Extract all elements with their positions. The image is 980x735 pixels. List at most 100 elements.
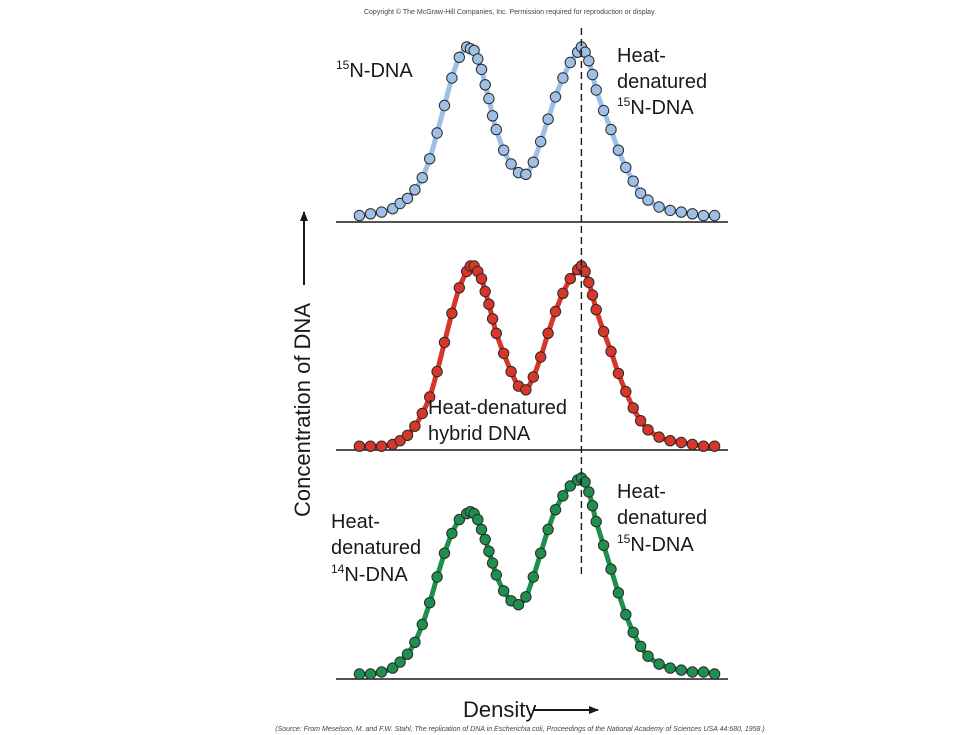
- data-point-middle-20: [486, 313, 499, 325]
- data-point-middle-30: [557, 287, 569, 299]
- label-top-right-isotope: 15N-DNA: [617, 95, 694, 119]
- data-point-top-49: [697, 209, 710, 222]
- data-point-bottom-18: [479, 533, 491, 546]
- data-point-middle-46: [664, 435, 676, 447]
- data-point-top-43: [634, 187, 647, 199]
- data-point-top-29: [549, 91, 562, 103]
- data-point-middle-23: [505, 365, 517, 378]
- data-point-bottom-42: [627, 626, 639, 639]
- data-point-middle-26: [527, 371, 539, 383]
- data-point-bottom-34: [579, 476, 591, 488]
- data-point-middle-21: [490, 327, 502, 339]
- source-citation: (Source: From Meselson, M. and F.W. Stah…: [275, 726, 764, 733]
- data-point-bottom-41: [620, 608, 632, 621]
- data-point-bottom-9: [431, 571, 443, 583]
- label-top-right: Heat- denatured: [617, 45, 707, 93]
- data-point-middle-6: [409, 420, 421, 432]
- data-point-bottom-4: [394, 656, 406, 668]
- data-point-bottom-20: [486, 557, 499, 569]
- data-point-middle-25: [520, 384, 532, 396]
- data-point-top-47: [675, 206, 687, 218]
- data-point-top-44: [642, 194, 654, 206]
- data-point-bottom-38: [597, 539, 610, 551]
- data-point-bottom-40: [612, 587, 625, 599]
- data-point-top-20: [486, 110, 499, 122]
- data-point-top-48: [686, 208, 699, 220]
- data-point-middle-42: [627, 402, 639, 414]
- data-point-top-22: [498, 144, 510, 156]
- data-point-middle-39: [605, 345, 617, 358]
- data-point-middle-47: [675, 436, 687, 449]
- data-point-middle-44: [642, 424, 654, 436]
- data-point-top-7: [416, 172, 428, 184]
- data-point-bottom-39: [605, 563, 617, 575]
- data-point-bottom-35: [583, 486, 595, 498]
- data-point-top-21: [490, 123, 502, 136]
- data-point-top-2: [375, 206, 388, 218]
- label-bottom-right-isotope: 15N-DNA: [617, 532, 694, 556]
- data-point-middle-1: [364, 440, 377, 452]
- copyright-notice: Copyright © The McGraw-Hill Companies, I…: [364, 8, 656, 16]
- data-point-bottom-22: [498, 585, 510, 597]
- data-point-middle-7: [416, 407, 428, 420]
- data-point-bottom-49: [697, 666, 710, 678]
- data-point-bottom-26: [527, 571, 539, 583]
- data-point-middle-40: [612, 367, 625, 380]
- data-point-bottom-6: [409, 636, 421, 648]
- data-point-bottom-36: [586, 500, 599, 512]
- label-bottom-left: Heat- denatured: [331, 511, 421, 559]
- data-point-top-5: [401, 192, 414, 205]
- data-point-middle-45: [653, 431, 665, 443]
- x-axis-title: Density: [463, 697, 536, 722]
- data-point-middle-9: [431, 365, 443, 378]
- data-point-middle-31: [564, 273, 576, 285]
- data-point-middle-36: [586, 289, 599, 301]
- data-point-bottom-16: [472, 513, 484, 526]
- data-point-middle-12: [453, 282, 465, 294]
- label-middle: Heat-denatured hybrid DNA: [428, 397, 573, 445]
- data-point-middle-37: [590, 304, 602, 316]
- data-point-top-27: [535, 135, 547, 148]
- data-point-middle-8: [424, 391, 436, 403]
- data-point-bottom-47: [675, 664, 687, 676]
- data-point-middle-0: [353, 440, 366, 452]
- data-point-bottom-48: [686, 666, 699, 678]
- data-point-bottom-19: [483, 545, 495, 557]
- data-point-bottom-37: [590, 515, 602, 528]
- data-point-bottom-5: [401, 648, 414, 660]
- data-point-top-25: [520, 168, 532, 181]
- data-point-middle-43: [634, 415, 647, 427]
- data-point-top-26: [527, 156, 539, 168]
- data-point-bottom-8: [424, 597, 436, 609]
- data-point-bottom-24: [512, 599, 525, 611]
- data-point-top-42: [627, 175, 639, 187]
- data-point-bottom-29: [549, 504, 562, 516]
- data-point-bottom-27: [535, 547, 547, 559]
- data-point-top-40: [612, 144, 625, 156]
- data-point-top-35: [583, 55, 595, 67]
- data-point-top-46: [664, 204, 676, 217]
- data-point-bottom-3: [387, 662, 399, 674]
- data-point-top-11: [446, 72, 458, 84]
- panel-bottom: [353, 472, 721, 680]
- data-point-middle-5: [401, 429, 414, 441]
- data-point-bottom-1: [364, 668, 377, 680]
- data-point-top-50: [708, 209, 721, 222]
- data-point-middle-34: [579, 265, 591, 278]
- data-point-middle-38: [597, 325, 610, 338]
- data-point-bottom-44: [642, 650, 654, 662]
- data-point-middle-50: [708, 440, 721, 452]
- data-point-top-10: [438, 99, 451, 112]
- data-point-bottom-25: [520, 591, 532, 603]
- y-axis-title: Concentration of DNA: [290, 303, 315, 517]
- data-point-middle-11: [446, 307, 458, 319]
- data-point-top-1: [364, 208, 377, 220]
- data-point-middle-41: [620, 385, 632, 398]
- data-point-top-45: [653, 201, 665, 213]
- data-point-bottom-12: [453, 513, 465, 526]
- data-point-bottom-11: [446, 527, 458, 540]
- label-bottom-left-isotope: 14N-DNA: [331, 562, 408, 586]
- data-point-top-23: [505, 158, 517, 170]
- panel-middle: [353, 260, 721, 452]
